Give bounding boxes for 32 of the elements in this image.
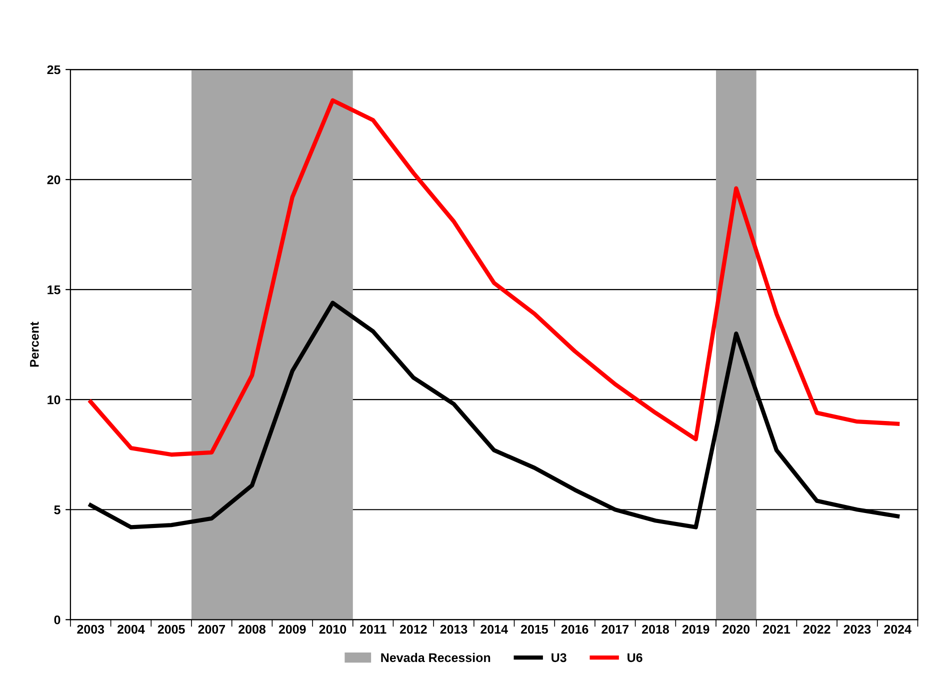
y-tick-label: 20 — [47, 175, 60, 184]
x-tick-label: 2004 — [118, 624, 145, 634]
x-tick-label: 2012 — [400, 624, 427, 634]
x-tick-label: 2014 — [480, 624, 508, 634]
x-tick-label: 2005 — [158, 624, 185, 634]
x-tick-label: 2007 — [198, 624, 226, 634]
x-tick-label: 2023 — [844, 624, 871, 634]
y-tick-label: 25 — [47, 65, 60, 74]
y-tick-label: 15 — [48, 286, 60, 294]
x-tick-label: 2003 — [77, 624, 104, 634]
y-axis-title: Percent — [30, 322, 39, 367]
x-tick-label: 2017 — [602, 624, 628, 634]
y-tick-label: 5 — [54, 506, 60, 514]
x-tick-label: 2011 — [360, 624, 386, 634]
line-series — [88, 98, 900, 457]
y-tick-label: 0 — [54, 615, 60, 624]
x-tick-label: 2018 — [642, 624, 669, 634]
x-tick-label: 2019 — [682, 624, 710, 634]
x-tick-label: 2009 — [278, 624, 306, 634]
x-tick-label: 2015 — [520, 624, 548, 634]
x-tick-label: 2010 — [319, 624, 346, 634]
x-tick-label: 2013 — [440, 624, 468, 634]
x-tick-label: 2020 — [722, 624, 750, 634]
x-tick-label: 2008 — [238, 624, 266, 634]
x-tick-label: 2021 — [763, 624, 790, 634]
x-tick-label: 2022 — [803, 624, 830, 634]
y-tick-label: 10 — [48, 395, 60, 404]
legend-label: U3 — [552, 653, 566, 662]
x-tick-label: 2024 — [884, 624, 912, 634]
x-tick-label: 2016 — [561, 624, 588, 634]
legend-label: U6 — [628, 653, 642, 662]
legend-label: Nevada Recession — [381, 652, 490, 662]
